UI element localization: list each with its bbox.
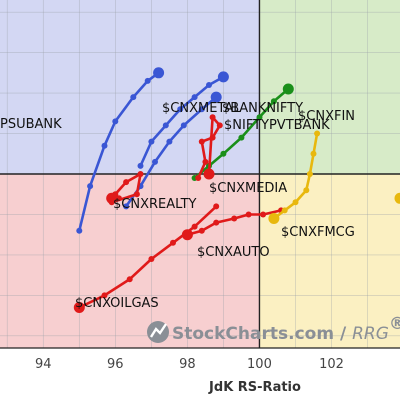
trail-point [209, 134, 216, 141]
quadrant-improving [0, 0, 260, 174]
trail-point [213, 203, 220, 210]
trail-point [216, 122, 223, 129]
trail-point [270, 98, 277, 105]
quadrant-weakening [259, 174, 400, 348]
head-point [394, 192, 400, 204]
head-point [217, 71, 229, 83]
trail-point [137, 162, 144, 169]
head-point [203, 168, 215, 180]
trail-point [152, 158, 158, 165]
trail-point [123, 203, 130, 210]
label-cnxoilgas: $CNXOILGAS [75, 296, 159, 311]
label-psubank: PSUBANK [0, 117, 62, 132]
series-cnxoilgas [73, 203, 220, 313]
series-banknifty [137, 71, 229, 169]
series-labels: $CNXMETAL $BANKNIFTY $NIFTYPVTBANK $CNXF… [0, 101, 355, 311]
trail-point [137, 171, 144, 177]
trail-point [130, 94, 137, 101]
trail-point [213, 219, 220, 226]
trail-point [198, 227, 205, 234]
trail-point [198, 106, 205, 113]
trail-point [195, 175, 202, 181]
series-cnxmetal [76, 67, 165, 234]
series-cnxmedia [195, 114, 223, 181]
trail-point [133, 191, 140, 198]
trail-point [206, 82, 212, 88]
label-niftypvtbank: $NIFTYPVTBANK [224, 118, 330, 133]
trail-point [209, 114, 216, 121]
trail-point [126, 276, 133, 283]
trail-point [238, 134, 245, 141]
head-point [181, 229, 193, 241]
trail-point [310, 150, 317, 157]
series-cnxrealty [106, 171, 144, 206]
series-cnxfmcg [268, 130, 321, 224]
quadrant-leading [259, 0, 400, 174]
head-point [73, 302, 85, 313]
trail-point [303, 187, 310, 194]
trail-point [148, 138, 155, 145]
trail-point [314, 130, 321, 137]
trail-point [101, 292, 108, 299]
trail-point [112, 118, 119, 125]
trail-point [220, 150, 227, 157]
trail-point [191, 94, 198, 101]
trail-point [170, 239, 176, 246]
x-tick-label: 96 [107, 357, 124, 372]
trail-point [166, 138, 173, 145]
trail-point [162, 122, 169, 129]
x-tick-label: 102 [319, 357, 344, 372]
head-point [282, 83, 294, 95]
x-axis-ticks: 94 96 98 100 102 [35, 357, 344, 372]
x-tick-label: 100 [247, 357, 272, 372]
trail-point [101, 142, 108, 149]
trail-point [177, 106, 184, 113]
label-cnxfmcg: $CNXFMCG [281, 225, 355, 240]
trail-point [76, 227, 83, 234]
series-psubank [394, 192, 400, 204]
trail-point [87, 183, 94, 190]
trail-point [198, 138, 205, 145]
series-niftypvtbank [123, 91, 222, 210]
trail-point [245, 211, 252, 218]
x-tick-label: 98 [179, 357, 196, 372]
trail-point [191, 223, 198, 230]
trail-point [202, 158, 209, 165]
stockcharts-logo-icon [147, 321, 169, 343]
label-cnxfin: $CNXFIN [298, 109, 355, 124]
label-cnxauto: $CNXAUTO [197, 245, 270, 260]
trail-point [256, 114, 263, 121]
label-banknifty: $BANKNIFTY [222, 101, 303, 116]
trail-point [144, 77, 151, 84]
series-cnxauto [181, 207, 285, 241]
head-point [268, 213, 280, 224]
x-tick-label: 94 [35, 357, 52, 372]
head-point [153, 67, 165, 79]
trail-point [292, 199, 299, 206]
trail-point [306, 171, 313, 177]
trail-point [281, 207, 288, 214]
label-cnxrealty: $CNXREALTY [113, 197, 197, 212]
series-trails [73, 67, 400, 313]
label-cnxmetal: $CNXMETAL [162, 101, 241, 116]
trail-point [115, 195, 122, 202]
trail-point [148, 256, 155, 262]
trail-point [180, 122, 187, 129]
trail-point [260, 211, 267, 218]
head-point [106, 192, 118, 204]
trail-point [231, 215, 238, 222]
label-cnxmedia: $CNXMEDIA [209, 181, 287, 196]
trail-point [123, 179, 130, 186]
watermark: StockCharts.com / RRG® [147, 314, 400, 344]
watermark-text: StockCharts.com / RRG® [172, 314, 400, 344]
x-axis-title: JdK RS-Ratio [208, 380, 301, 395]
head-point [210, 91, 222, 103]
